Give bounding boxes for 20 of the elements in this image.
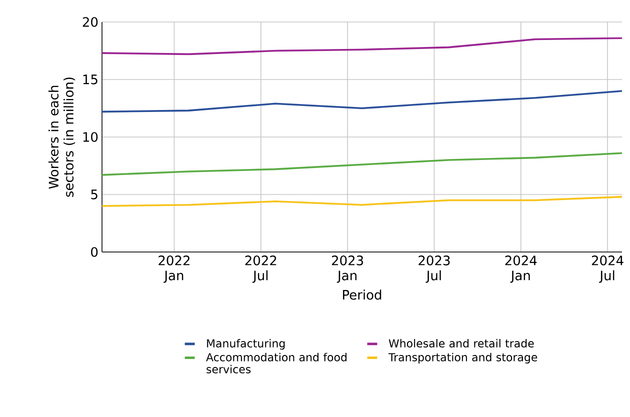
legend-label: Wholesale and retail trade: [388, 338, 534, 348]
line-series: [102, 37, 622, 56]
y-axis-title: Workers in each sectors (in million): [48, 78, 76, 197]
y-tick-label: 10: [83, 132, 98, 142]
legend-label: Manufacturing: [207, 338, 285, 350]
x-tick-label: 2022 Jan: [158, 256, 190, 283]
y-tick-label: 20: [82, 17, 98, 27]
y-tick-label: 15: [83, 74, 98, 84]
y-tick-label: 5: [91, 190, 98, 200]
x-axis-title: Period: [343, 290, 382, 300]
line-series: [102, 196, 622, 207]
line-series: [102, 90, 622, 113]
x-tick-label: 2024 Jul: [592, 256, 624, 283]
x-tick-label: 2024 Jan: [505, 256, 537, 283]
x-tick-label: 2023 Jan: [332, 256, 364, 283]
x-tick-label: 2022 Jul: [245, 256, 276, 283]
x-tick-label: 2023 Jul: [418, 256, 450, 283]
y-tick-label: 0: [91, 247, 98, 257]
legend-label: Accommodation and food services: [206, 352, 346, 374]
legend-label: Transportation and storage: [388, 352, 538, 364]
